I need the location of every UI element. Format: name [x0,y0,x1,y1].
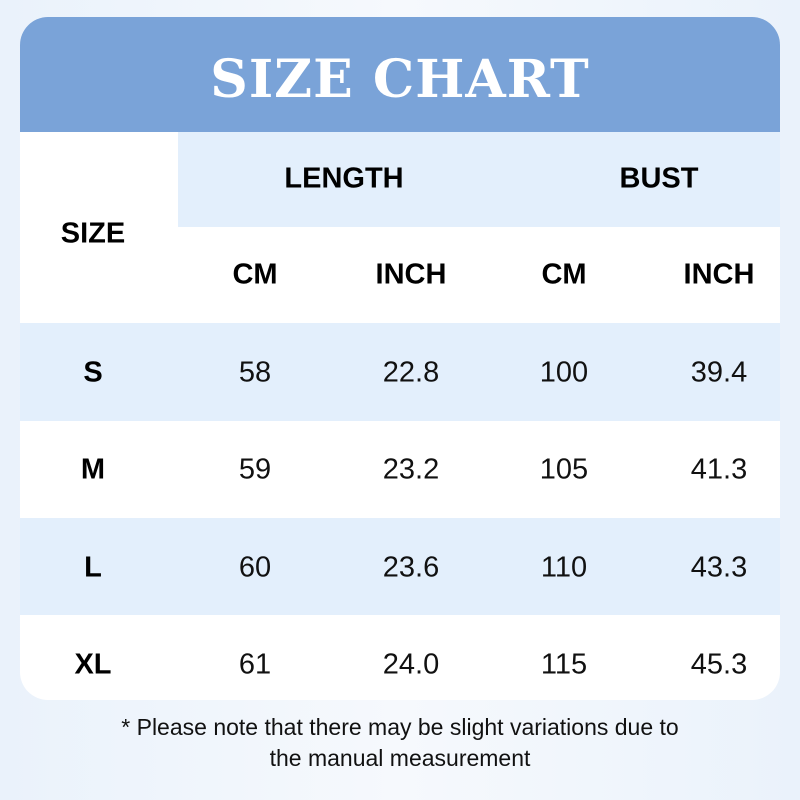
header-unit: INCH [683,258,755,291]
cell-length-inch: 24.0 [382,648,440,681]
cell-size: M [80,453,106,486]
cell-bust-inch: 39.4 [690,356,748,389]
cell-size: XL [74,648,112,681]
cell-length-inch: 23.2 [382,453,440,486]
note-line: * Please note that there may be slight v… [121,714,679,740]
size-chart-card: SIZE CHART SIZE LENGTH BUST CM INCH CM I… [20,17,780,700]
cell-bust-inch: 41.3 [690,453,748,486]
cell-bust-cm: 115 [540,648,588,681]
cell-size: S [83,356,103,389]
table-row-stripe [20,518,780,615]
note-line: the manual measurement [269,745,531,771]
title-bar: SIZE CHART [20,17,780,132]
cell-bust-inch: 43.3 [690,551,748,584]
header-size: SIZE [60,217,126,250]
cell-length-cm: 59 [238,453,272,486]
cell-length-inch: 23.6 [382,551,440,584]
cell-bust-inch: 45.3 [690,648,748,681]
chart-title: SIZE CHART [210,49,590,110]
cell-length-cm: 58 [238,356,272,389]
group-header-band [178,132,780,227]
cell-bust-cm: 110 [540,551,588,584]
cell-bust-cm: 105 [539,453,589,486]
cell-length-cm: 61 [238,648,272,681]
measurement-note: * Please note that there may be slight v… [0,712,800,774]
header-unit: CM [541,258,587,291]
cell-bust-cm: 100 [539,356,589,389]
header-bust: BUST [619,162,699,195]
table-row-stripe [20,323,780,421]
header-unit: INCH [375,258,447,291]
cell-length-cm: 60 [238,551,272,584]
cell-length-inch: 22.8 [382,356,440,389]
cell-size: L [84,551,102,584]
header-length: LENGTH [284,162,404,195]
header-unit: CM [232,258,278,291]
